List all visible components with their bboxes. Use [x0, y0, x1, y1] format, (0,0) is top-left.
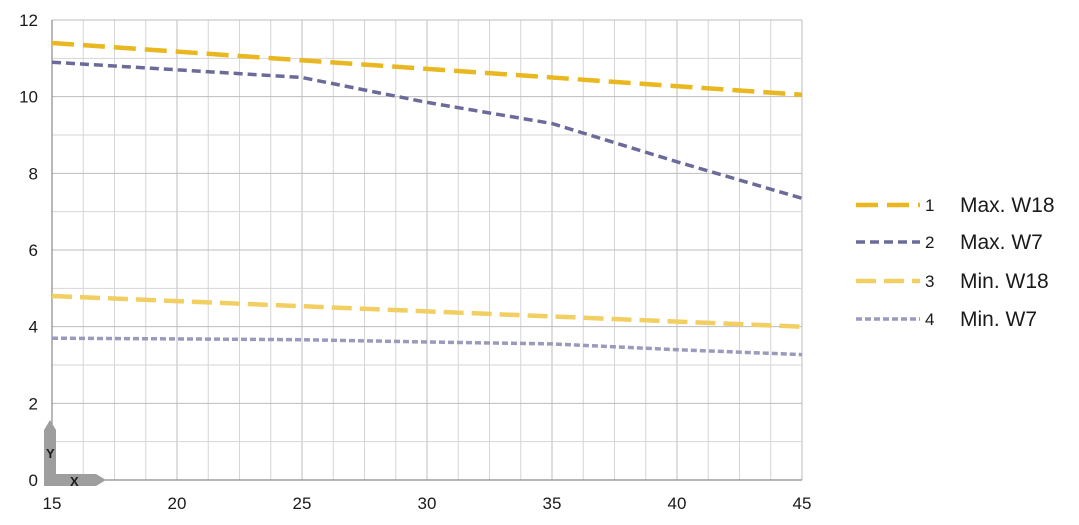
axis-badge-icon: YX — [44, 420, 106, 489]
legend-item-1: 1 Max. W18 — [856, 194, 1055, 217]
legend-label: Min. W18 — [960, 270, 1049, 293]
legend-item-4: 4 Min. W7 — [856, 308, 1037, 331]
x-tick-label: 20 — [168, 494, 187, 513]
axis-badge-y-letter: Y — [46, 446, 55, 461]
y-tick-label: 0 — [29, 471, 38, 490]
x-tick-label: 40 — [668, 494, 687, 513]
series-line-1 — [51, 40, 803, 98]
legend-label: Min. W7 — [960, 308, 1037, 331]
y-tick-label: 8 — [29, 164, 38, 183]
legend-label: Max. W7 — [960, 231, 1043, 254]
legend-number: 3 — [925, 272, 934, 291]
legend-number: 1 — [925, 196, 934, 215]
x-tick-label: 45 — [793, 494, 812, 513]
legend: 1 Max. W18 2 Max. W7 3 Min. W18 4 Min. W7 — [856, 194, 1055, 331]
y-tick-label: 2 — [29, 394, 38, 413]
series-line-4 — [51, 336, 803, 357]
axis-badge-x-letter: X — [70, 474, 79, 489]
series-line-2 — [51, 60, 803, 200]
grid — [51, 19, 803, 481]
series-lines — [51, 40, 803, 357]
x-tick-label: 25 — [293, 494, 312, 513]
y-tick-label: 6 — [29, 241, 38, 260]
y-tick-label: 4 — [29, 318, 38, 337]
tick-labels: 0 2 4 6 8 10 12 15 20 25 30 35 40 45 — [19, 11, 811, 513]
legend-item-3: 3 Min. W18 — [856, 270, 1049, 293]
legend-number: 2 — [925, 233, 934, 252]
x-tick-label: 15 — [43, 494, 62, 513]
series-line-3 — [51, 293, 803, 329]
x-tick-label: 30 — [418, 494, 437, 513]
legend-item-2: 2 Max. W7 — [856, 231, 1043, 254]
legend-number: 4 — [925, 310, 934, 329]
x-tick-label: 35 — [543, 494, 562, 513]
axis-badge-shape — [44, 420, 106, 486]
y-tick-label: 12 — [19, 11, 38, 30]
legend-label: Max. W18 — [960, 194, 1055, 217]
y-tick-label: 10 — [19, 88, 38, 107]
